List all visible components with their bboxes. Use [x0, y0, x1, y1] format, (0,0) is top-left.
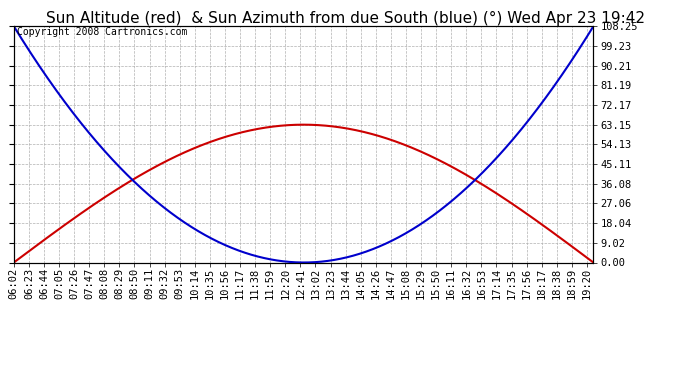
- Text: Copyright 2008 Cartronics.com: Copyright 2008 Cartronics.com: [17, 27, 187, 38]
- Text: Sun Altitude (red)  & Sun Azimuth from due South (blue) (°) Wed Apr 23 19:42: Sun Altitude (red) & Sun Azimuth from du…: [46, 11, 644, 26]
